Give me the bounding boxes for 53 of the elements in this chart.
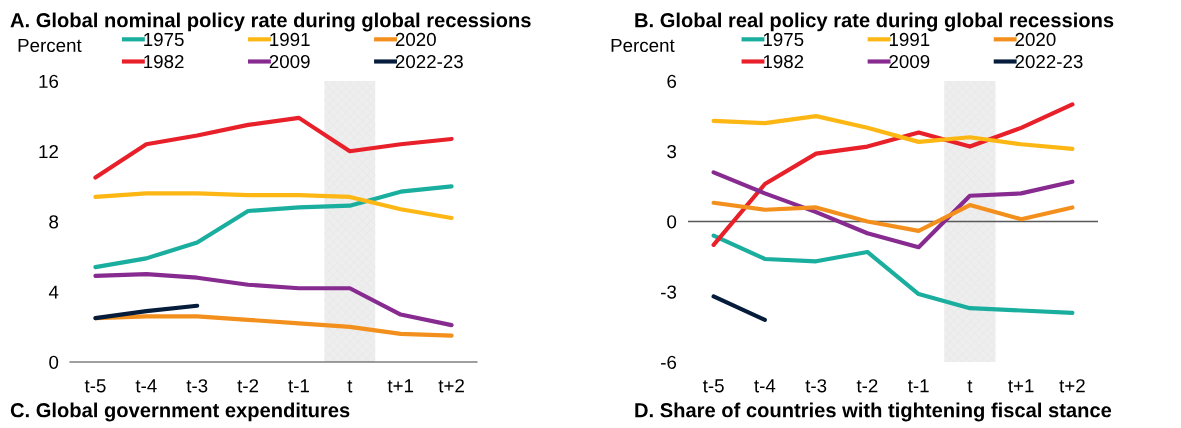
legend-label: 2022-23 (1015, 54, 1083, 69)
x-tick-label: t-5 (84, 379, 106, 393)
line-series (93, 184, 454, 270)
y-tick-label: 12 (39, 144, 58, 159)
line-series (711, 170, 1075, 250)
legend-label: 1991 (889, 32, 930, 47)
y-tick-label: 16 (39, 74, 59, 88)
y-tick-label: 4 (48, 285, 59, 299)
line-series (93, 191, 454, 221)
y-tick-label: 0 (667, 215, 677, 229)
x-tick-label: t-1 (907, 379, 929, 393)
chart-title: A. Global nominal policy rate during global recessions (10, 12, 531, 32)
text: C. Global government expenditures (10, 402, 350, 422)
x-tick-label: t (347, 380, 353, 393)
y-axis-title: Percent (611, 38, 675, 52)
chart-title: B. Global real policy rate during global recessions (635, 12, 1114, 32)
legend-label: 2020 (395, 32, 436, 47)
x-tick-label: t-4 (754, 379, 776, 393)
line-series (93, 272, 454, 328)
x-tick-label: t-5 (702, 379, 724, 393)
legend-label: 2022-23 (395, 54, 463, 69)
line-series (711, 102, 1075, 248)
text: D. Share of countries with tightening fiscal stance (635, 402, 1112, 422)
x-tick-label: t-2 (856, 379, 878, 393)
y-tick-label: 6 (667, 74, 677, 88)
line-series (711, 233, 1075, 315)
y-tick-label: 0 (49, 355, 59, 369)
legend-label: 1991 (270, 32, 310, 47)
legend-label: 1982 (144, 54, 184, 69)
legend-label: 2009 (269, 54, 310, 69)
legend-label: 1982 (763, 54, 804, 69)
legend-label: 1975 (144, 32, 184, 47)
x-tick-label: t-4 (135, 379, 157, 393)
x-tick-label: t-3 (186, 379, 208, 393)
y-axis-title: Percent (18, 38, 82, 52)
x-tick-label: t-3 (805, 379, 827, 393)
x-tick-label: t+1 (387, 379, 414, 393)
x-tick-label: t+1 (1008, 379, 1034, 393)
x-tick-label: t-2 (237, 379, 259, 393)
line-series (93, 115, 454, 180)
legend-label: 2020 (1015, 32, 1056, 47)
x-tick-label: t+2 (438, 379, 464, 393)
line-series (711, 114, 1075, 151)
x-tick-label: t (967, 380, 973, 393)
legend-label: 2009 (889, 54, 930, 69)
y-tick-label: -3 (661, 285, 677, 299)
line-series (711, 200, 1075, 233)
x-tick-label: t+2 (1059, 379, 1085, 393)
y-tick-label: -6 (661, 355, 677, 369)
legend-label: 1975 (763, 32, 804, 47)
x-tick-label: t-1 (288, 379, 309, 393)
y-tick-label: 3 (667, 144, 677, 159)
y-tick-label: 8 (49, 215, 59, 229)
